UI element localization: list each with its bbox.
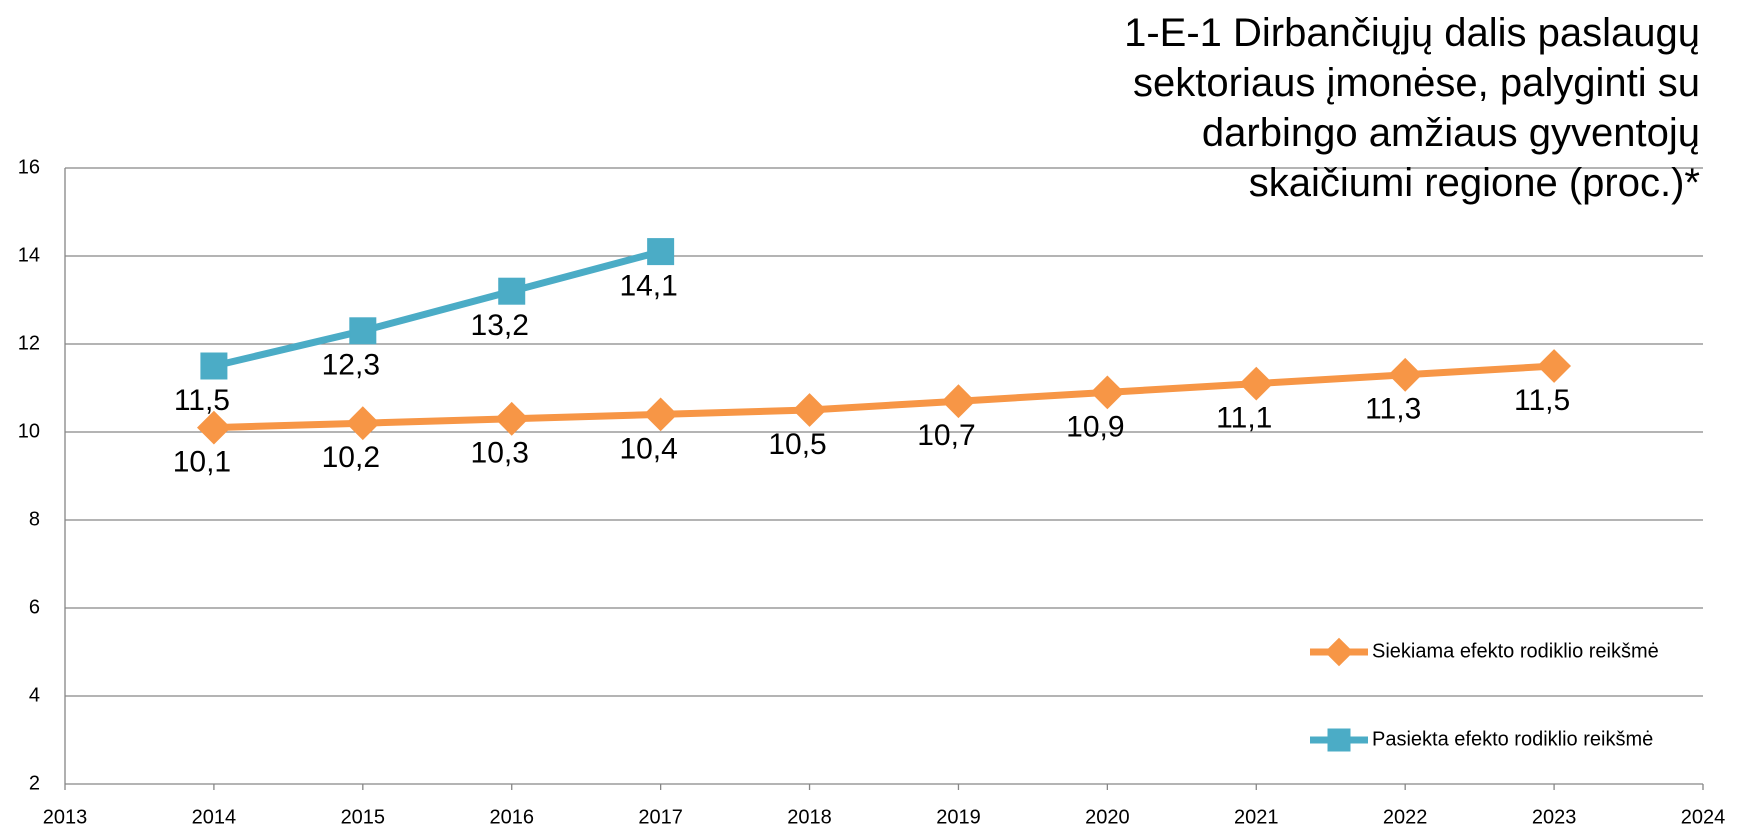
series-line: [213, 362, 1555, 432]
marker: [1090, 375, 1125, 410]
x-tick-label: 2023: [1532, 806, 1577, 828]
chart-title: 1-E-1 Dirbančiųjų dalis paslaugų sektori…: [1124, 11, 1700, 205]
marker: [1388, 357, 1423, 392]
x-tick-label: 2014: [192, 806, 237, 828]
marker: [197, 410, 231, 445]
data-label: 13,2: [471, 309, 529, 342]
x-tick-label: 2024: [1681, 806, 1726, 828]
y-tick-label: 4: [29, 684, 40, 706]
legend-label: Pasiekta efekto rodiklio reikšmė: [1372, 728, 1653, 750]
legend-label: Siekiama efekto rodiklio reikšmė: [1372, 640, 1659, 662]
data-label: 14,1: [619, 270, 677, 303]
y-tick-label: 6: [29, 596, 40, 618]
marker: [345, 406, 380, 441]
x-tick-label: 2017: [638, 806, 683, 828]
data-label: 10,9: [1066, 410, 1124, 443]
marker: [1324, 637, 1354, 667]
data-label: 11,3: [1365, 393, 1421, 426]
marker: [349, 317, 377, 345]
marker: [643, 397, 678, 432]
x-tick-label: 2015: [341, 806, 386, 828]
marker: [498, 277, 526, 305]
data-label: 11,5: [174, 384, 230, 417]
data-label: 10,5: [768, 428, 826, 461]
series-line: [213, 248, 662, 370]
y-tick-label: 16: [18, 156, 40, 178]
y-tick-label: 2: [29, 772, 40, 794]
x-tick-label: 2021: [1234, 806, 1279, 828]
data-label: 10,4: [619, 432, 677, 465]
marker: [792, 393, 827, 427]
marker: [647, 238, 675, 266]
x-tick-label: 2016: [489, 806, 534, 828]
y-tick-label: 14: [18, 244, 40, 266]
y-tick-label: 10: [18, 420, 40, 442]
x-tick-label: 2022: [1383, 806, 1428, 828]
x-tick-label: 2019: [936, 806, 981, 828]
data-label: 10,7: [917, 419, 975, 452]
data-label: 11,5: [1514, 384, 1570, 417]
data-label: 11,1: [1216, 402, 1272, 435]
marker: [1537, 349, 1571, 383]
data-label: 10,3: [471, 437, 529, 470]
marker: [200, 352, 228, 380]
data-label: 10,1: [173, 446, 231, 479]
x-tick-label: 2020: [1085, 806, 1130, 828]
marker: [1327, 728, 1351, 752]
x-tick-label: 2018: [787, 806, 832, 828]
y-tick-label: 12: [18, 332, 40, 354]
marker: [494, 401, 529, 436]
marker: [1239, 366, 1274, 401]
data-label: 12,3: [322, 349, 380, 382]
data-label: 10,2: [322, 441, 380, 474]
y-tick-label: 8: [29, 508, 40, 530]
marker: [941, 384, 976, 419]
x-tick-label: 2013: [43, 806, 88, 828]
